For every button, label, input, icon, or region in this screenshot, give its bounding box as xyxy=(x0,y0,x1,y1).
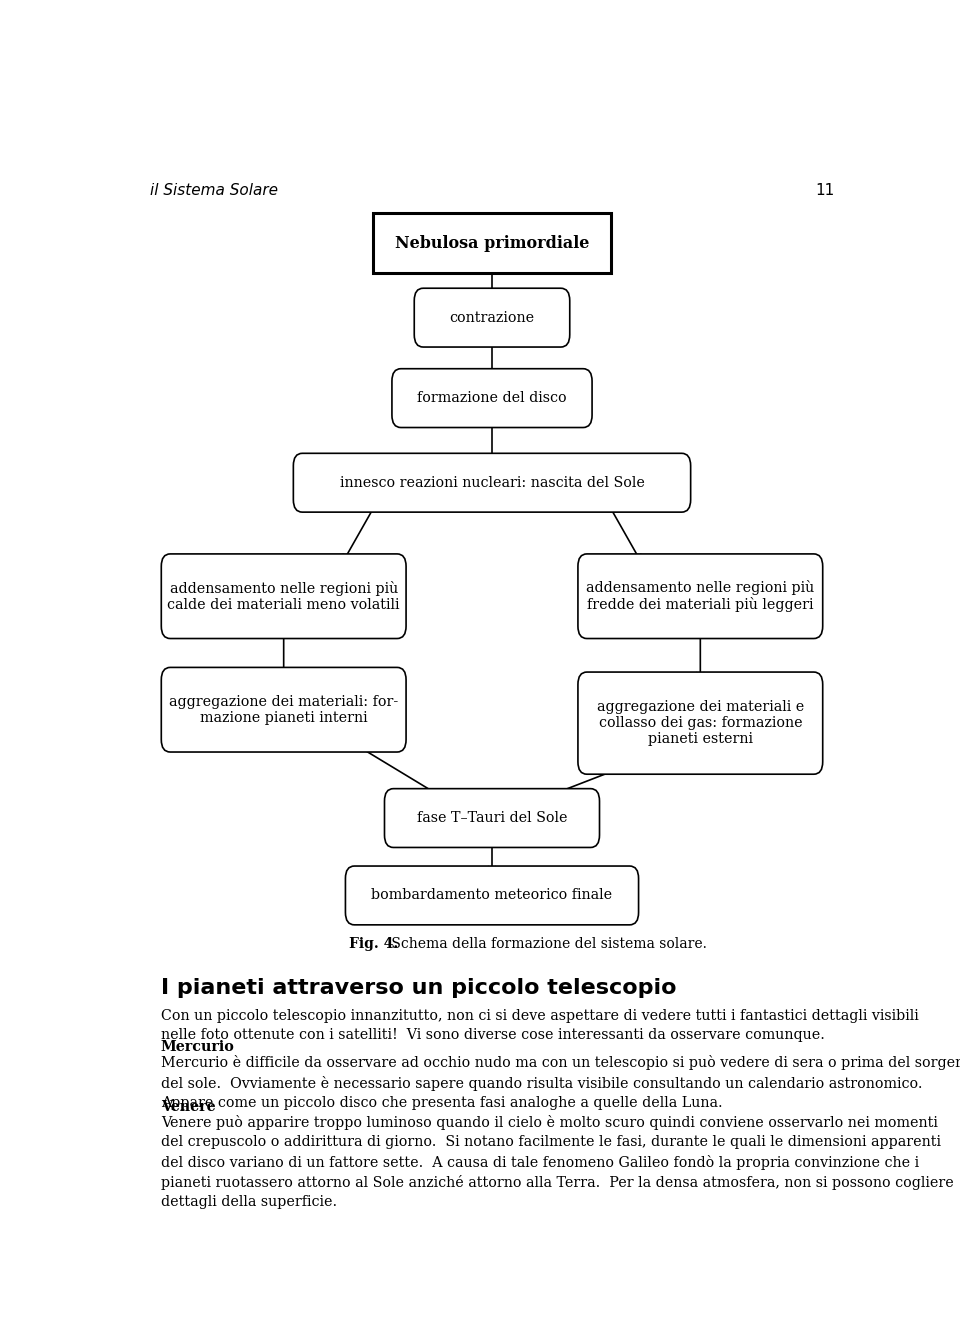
FancyBboxPatch shape xyxy=(372,213,611,273)
FancyBboxPatch shape xyxy=(392,369,592,427)
Text: il Sistema Solare: il Sistema Solare xyxy=(150,184,277,198)
Text: Fig. 4.: Fig. 4. xyxy=(349,937,398,950)
Text: Venere può apparire troppo luminoso quando il cielo è molto scuro quindi convien: Venere può apparire troppo luminoso quan… xyxy=(161,1115,953,1209)
FancyBboxPatch shape xyxy=(415,288,569,347)
Text: addensamento nelle regioni più
calde dei materiali meno volatili: addensamento nelle regioni più calde dei… xyxy=(167,580,400,612)
Text: innesco reazioni nucleari: nascita del Sole: innesco reazioni nucleari: nascita del S… xyxy=(340,476,644,489)
FancyBboxPatch shape xyxy=(578,553,823,639)
Text: Schema della formazione del sistema solare.: Schema della formazione del sistema sola… xyxy=(387,937,707,950)
Text: Nebulosa primordiale: Nebulosa primordiale xyxy=(395,234,589,252)
Text: Con un piccolo telescopio innanzitutto, non ci si deve aspettare di vedere tutti: Con un piccolo telescopio innanzitutto, … xyxy=(161,1009,919,1043)
Text: I pianeti attraverso un piccolo telescopio: I pianeti attraverso un piccolo telescop… xyxy=(161,978,677,998)
FancyBboxPatch shape xyxy=(161,667,406,752)
Text: addensamento nelle regioni più
fredde dei materiali più leggeri: addensamento nelle regioni più fredde de… xyxy=(587,580,814,612)
Text: contrazione: contrazione xyxy=(449,311,535,324)
FancyBboxPatch shape xyxy=(578,673,823,775)
Text: 11: 11 xyxy=(815,184,834,198)
Text: Mercurio: Mercurio xyxy=(161,1040,235,1053)
Text: Mercurio è difficile da osservare ad occhio nudo ma con un telescopio si può ved: Mercurio è difficile da osservare ad occ… xyxy=(161,1056,960,1110)
FancyBboxPatch shape xyxy=(161,553,406,639)
Text: fase T–Tauri del Sole: fase T–Tauri del Sole xyxy=(417,811,567,825)
Text: aggregazione dei materiali e
collasso dei gas: formazione
pianeti esterni: aggregazione dei materiali e collasso de… xyxy=(597,699,804,746)
FancyBboxPatch shape xyxy=(294,453,690,512)
Text: Venere: Venere xyxy=(161,1100,216,1114)
Text: aggregazione dei materiali: for-
mazione pianeti interni: aggregazione dei materiali: for- mazione… xyxy=(169,694,398,725)
Text: formazione del disco: formazione del disco xyxy=(418,391,566,405)
Text: bombardamento meteorico finale: bombardamento meteorico finale xyxy=(372,888,612,902)
FancyBboxPatch shape xyxy=(346,866,638,925)
FancyBboxPatch shape xyxy=(385,789,599,847)
